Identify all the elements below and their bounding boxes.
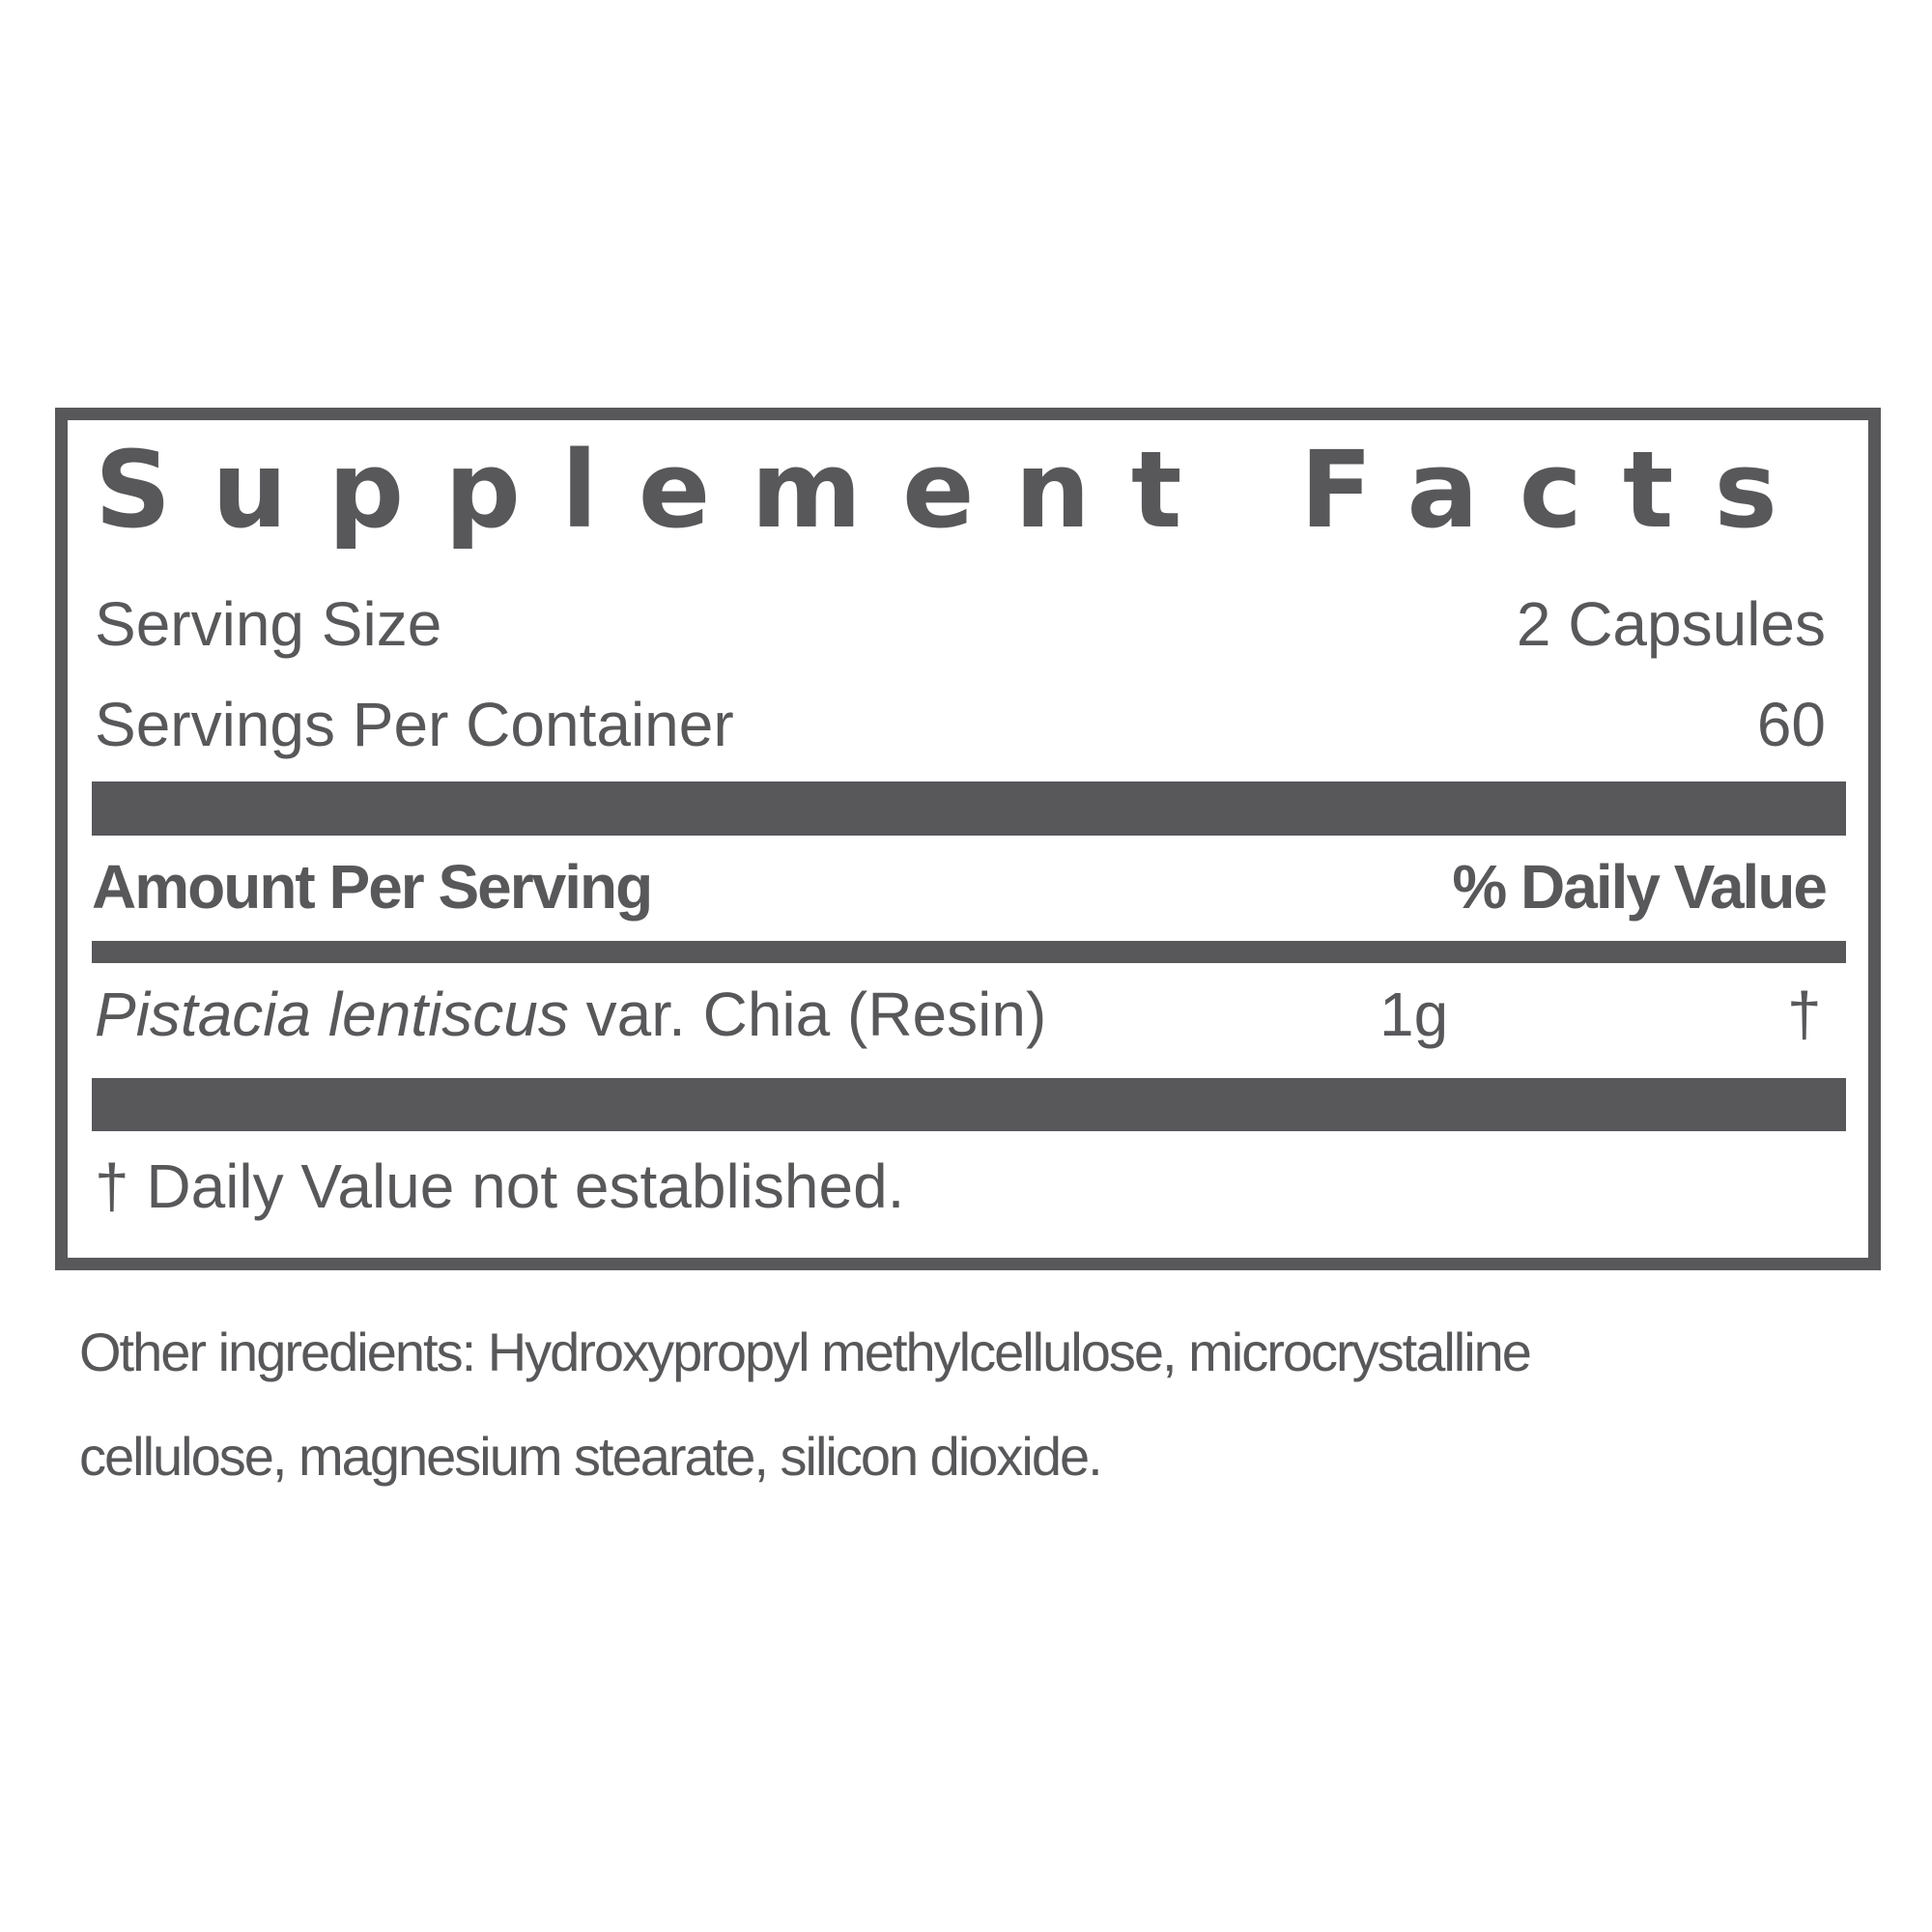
ingredient-name-rest: var. Chia (Resin)	[568, 980, 1047, 1049]
medium-divider	[92, 941, 1846, 963]
ingredient-amount: 1g	[1379, 980, 1449, 1049]
servings-per-container-label: Servings Per Container	[95, 690, 734, 759]
serving-size-value: 2 Capsules	[1516, 589, 1826, 659]
panel-title: Supplement Facts	[95, 428, 1818, 552]
ingredient-row: Pistacia lentiscus var. Chia (Resin)	[95, 983, 1046, 1045]
other-ingredients-line-2: cellulose, magnesium stearate, silicon d…	[79, 1426, 1103, 1487]
supplement-facts-panel	[55, 408, 1881, 1270]
serving-size-label: Serving Size	[95, 589, 442, 659]
other-ingredients-line-1: Other ingredients: Hydroxypropyl methylc…	[79, 1321, 1532, 1382]
ingredient-daily-value: †	[1787, 980, 1822, 1049]
ingredient-name-italic: Pistacia lentiscus	[95, 980, 569, 1049]
servings-per-container-value: 60	[1756, 690, 1826, 759]
thick-divider-bottom	[92, 1078, 1846, 1131]
daily-value-header: % Daily Value	[1452, 852, 1828, 922]
thick-divider	[92, 781, 1846, 836]
footnote: † Daily Value not established.	[95, 1151, 905, 1221]
amount-per-serving-header: Amount Per Serving	[92, 852, 653, 922]
